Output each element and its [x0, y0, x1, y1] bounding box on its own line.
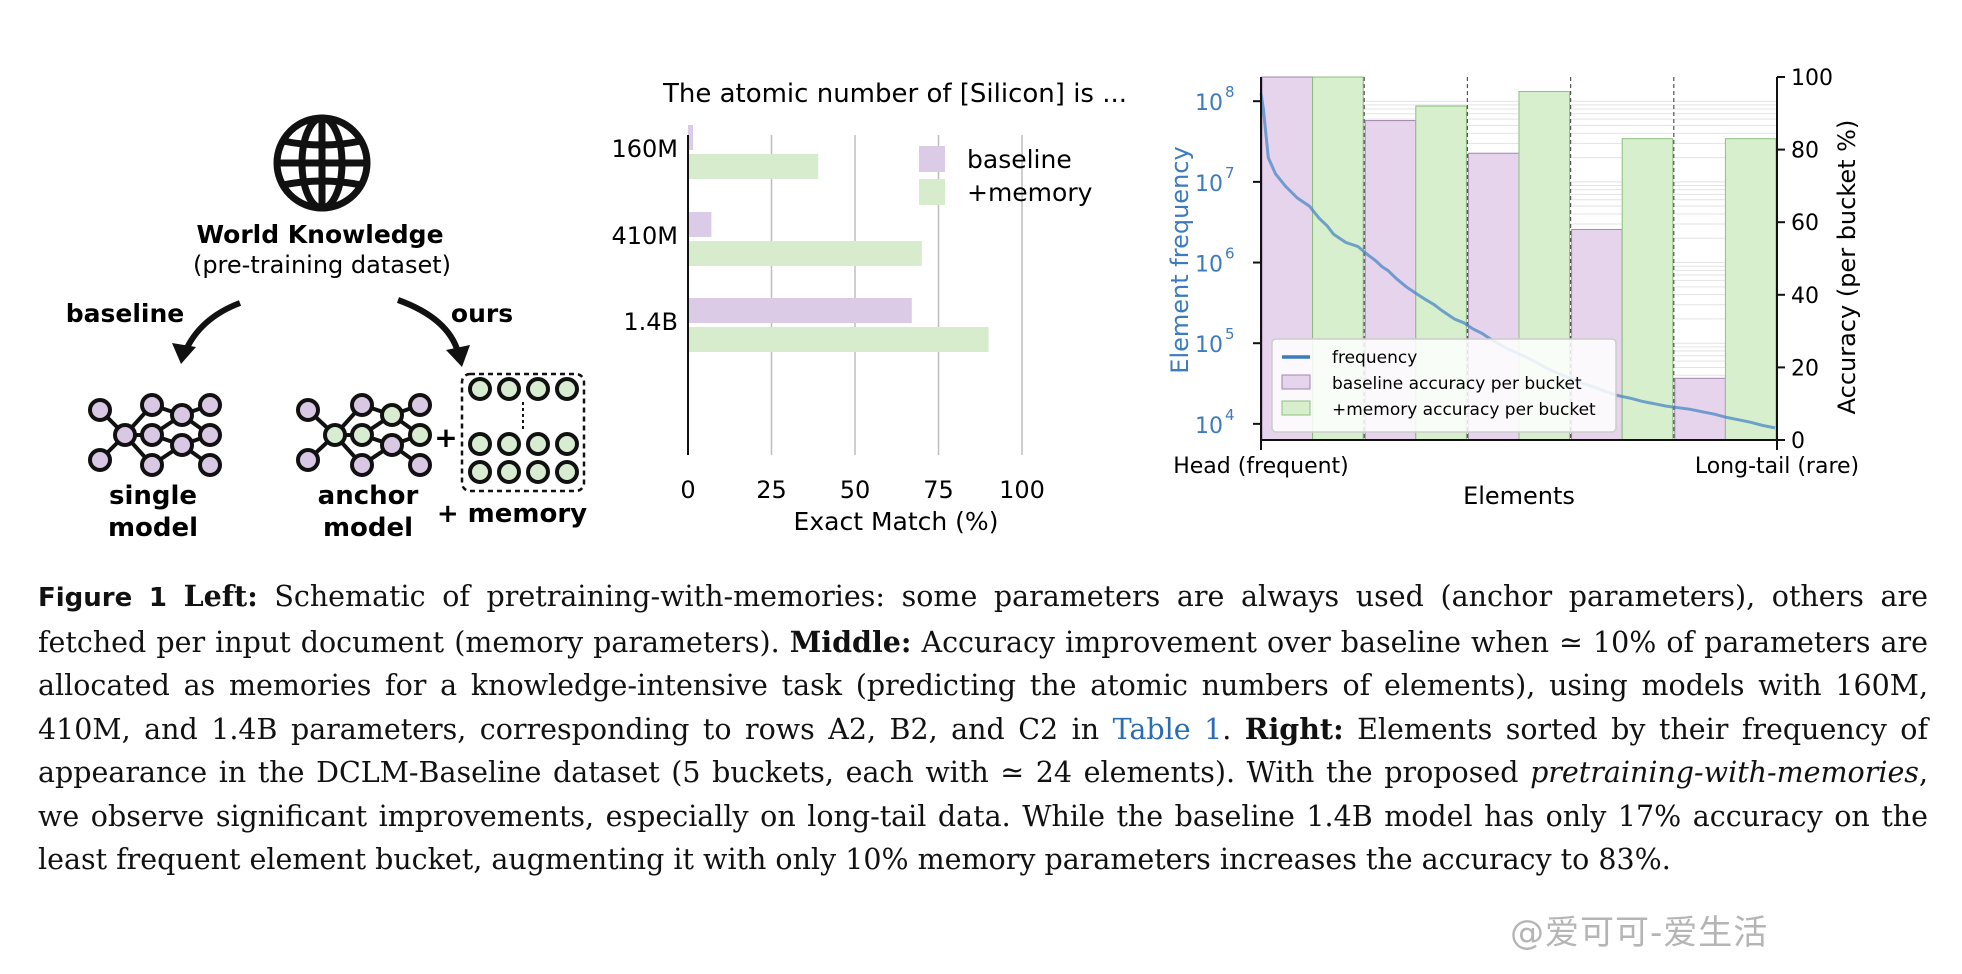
- middle-bars: [688, 125, 989, 352]
- caption-left-label: Left:: [183, 579, 258, 613]
- left-tick-exponent-7: 7: [1225, 164, 1235, 182]
- x-tick-label-0: 0: [680, 476, 695, 504]
- legend-label-baseline: baseline: [967, 145, 1072, 174]
- middle-y-ticks: 160M 410M 1.4B: [611, 135, 678, 336]
- x-tick-label-50: 50: [840, 476, 871, 504]
- left-tick-label-4: 10: [1195, 414, 1223, 439]
- right-right-ticks: 0 20 40 60 80 100: [1777, 66, 1833, 454]
- bar-baseline-1.4B: [688, 298, 912, 323]
- left-tick-label-7: 10: [1195, 172, 1223, 197]
- bar-baseline-160M: [688, 125, 694, 150]
- left-tick-label-6: 10: [1195, 253, 1223, 278]
- baseline-label: baseline: [66, 299, 185, 328]
- bar-memory-410M: [688, 241, 922, 266]
- y-tick-label-160M: 160M: [611, 135, 678, 163]
- caption-middle-label: Middle:: [789, 624, 912, 659]
- left-tick-label-5: 10: [1195, 333, 1223, 358]
- bar-memory-1.4B: [688, 327, 989, 352]
- plus-sign: +: [434, 421, 457, 454]
- left-tick-exponent-5: 5: [1225, 325, 1235, 343]
- globe-icon: [273, 114, 371, 212]
- anchor-model-network: [296, 393, 432, 477]
- anchor-model-label-1: anchor: [318, 481, 419, 511]
- right-tick-label-20: 20: [1791, 356, 1819, 381]
- memory-label: + memory: [437, 499, 587, 529]
- legend-memory-swatch: [1281, 400, 1311, 416]
- right-legend: frequency baseline accuracy per bucket +…: [1271, 338, 1617, 433]
- x-tick-label-100: 100: [999, 476, 1045, 504]
- right-left-axis-label: Element frequency: [1166, 146, 1194, 373]
- single-model-label-2: model: [108, 513, 198, 543]
- single-model-network: [88, 393, 222, 477]
- bar-memory-160M: [688, 154, 819, 179]
- legend-baseline-label: baseline accuracy per bucket: [1332, 374, 1582, 394]
- figure-caption: Figure 1 Left: Schematic of pretraining-…: [38, 575, 1928, 882]
- anchor-model-label-2: model: [323, 513, 413, 543]
- caption-right-label: Right:: [1244, 711, 1344, 746]
- watermark: @爱可可-爱生活: [1510, 913, 1769, 953]
- ours-arrow: [396, 297, 461, 353]
- caption-after-link: .: [1222, 712, 1245, 746]
- left-tick-exponent-8: 8: [1225, 83, 1235, 101]
- middle-legend: baseline +memory: [919, 145, 1093, 207]
- memory-bank: [460, 372, 586, 493]
- left-tick-label-8: 10: [1195, 91, 1223, 116]
- caption-right-text-2: , we observe significant improvements, e…: [38, 756, 1928, 876]
- legend-frequency-label: frequency: [1332, 348, 1417, 368]
- legend-label-memory: +memory: [967, 178, 1093, 207]
- ours-label: ours: [451, 299, 513, 328]
- right-x-tick-label-left: Head (frequent): [1173, 454, 1349, 479]
- caption-left-text: Schematic of pretraining-with-memories: …: [38, 580, 1928, 659]
- middle-x-axis-label: Exact Match (%): [794, 507, 999, 536]
- middle-x-ticks: 0 25 50 75 100: [680, 476, 1045, 504]
- right-x-tick-label-right: Long-tail (rare): [1695, 454, 1859, 479]
- right-tick-label-0: 0: [1791, 429, 1805, 454]
- left-tick-exponent-4: 4: [1225, 406, 1235, 424]
- right-tick-label-60: 60: [1791, 211, 1819, 236]
- left-tick-exponent-6: 6: [1225, 245, 1235, 263]
- right-x-axis-label: Elements: [1463, 482, 1575, 510]
- world-knowledge-title: World Knowledge: [196, 220, 443, 249]
- x-tick-label-75: 75: [923, 476, 954, 504]
- legend-baseline-swatch: [1281, 374, 1311, 390]
- memory-bar-bucket-5: [1724, 138, 1777, 441]
- middle-bar-chart: The atomic number of [Silicon] is ... 16…: [611, 79, 1127, 536]
- caption-right-text-1: Elements sorted by their frequency of ap…: [38, 712, 1928, 790]
- caption-right-italic: pretraining-with-memories: [1530, 756, 1919, 789]
- bar-baseline-410M: [688, 212, 712, 237]
- figure-label: Figure 1: [38, 583, 167, 613]
- legend-swatch-memory: [919, 179, 945, 205]
- baseline-arrow: [182, 300, 242, 354]
- legend-swatch-baseline: [919, 146, 945, 172]
- right-right-axis-label: Accuracy (per bucket %): [1833, 120, 1861, 415]
- memory-bar-bucket-4: [1621, 138, 1674, 441]
- ours-arrowhead: [446, 345, 470, 367]
- legend-memory-label: +memory accuracy per bucket: [1332, 400, 1596, 420]
- y-tick-label-1.4B: 1.4B: [623, 308, 678, 336]
- right-tick-label-40: 40: [1791, 284, 1819, 309]
- right-tick-label-80: 80: [1791, 139, 1819, 164]
- caption-middle-text: Accuracy improvement over baseline when …: [38, 625, 1928, 746]
- right-tick-label-100: 100: [1791, 66, 1833, 91]
- table-1-link[interactable]: Table 1: [1112, 712, 1223, 746]
- world-knowledge-subtitle: (pre-training dataset): [193, 251, 451, 279]
- x-tick-label-25: 25: [756, 476, 787, 504]
- y-tick-label-410M: 410M: [611, 222, 678, 250]
- single-model-label-1: single: [109, 481, 197, 511]
- schematic-panel: World Knowledge (pre-training dataset) b…: [66, 114, 587, 543]
- right-legend-box: [1271, 338, 1617, 433]
- baseline-arrowhead: [172, 343, 196, 364]
- middle-chart-title: The atomic number of [Silicon] is ...: [662, 79, 1127, 109]
